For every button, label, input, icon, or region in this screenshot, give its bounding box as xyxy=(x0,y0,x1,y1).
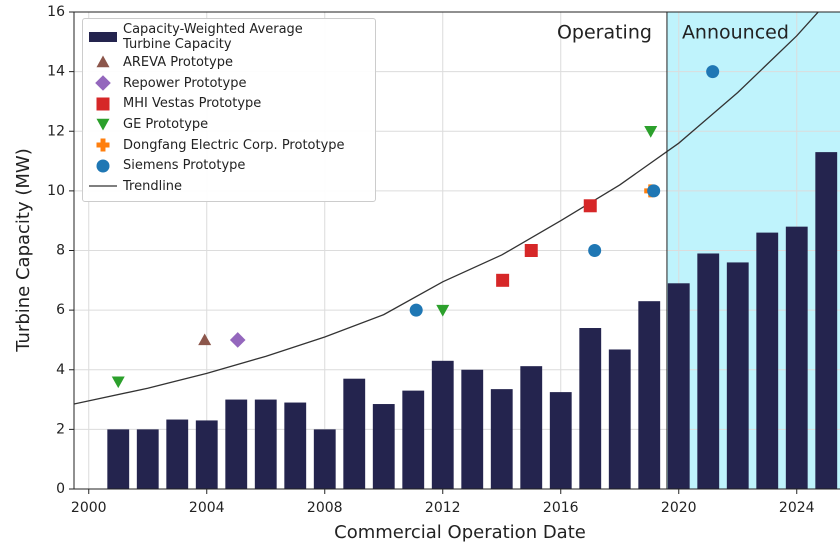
bar xyxy=(579,328,602,489)
y-tick-label: 4 xyxy=(56,362,65,378)
point xyxy=(706,65,720,79)
legend-entry: MHI Vestas Prototype xyxy=(83,93,375,114)
legend-icon xyxy=(96,159,110,173)
point xyxy=(436,304,450,317)
x-tick-label: 2024 xyxy=(779,500,815,516)
legend-entry: Capacity-Weighted Average Turbine Capaci… xyxy=(83,22,375,52)
x-tick-label: 2020 xyxy=(661,500,697,516)
y-tick-label: 8 xyxy=(56,243,65,259)
bar xyxy=(225,399,248,489)
point xyxy=(644,126,658,138)
legend-label: Trendline xyxy=(123,178,183,194)
legend-label: Siemens Prototype xyxy=(123,158,246,174)
bar xyxy=(372,404,395,489)
bar xyxy=(284,402,307,489)
point xyxy=(95,75,111,91)
y-axis-label: Turbine Capacity (MW) xyxy=(13,148,34,352)
bar xyxy=(136,429,159,489)
plot-frame xyxy=(73,11,840,490)
y-tick-label: 10 xyxy=(47,183,65,199)
bar xyxy=(107,429,130,489)
legend-icon xyxy=(96,119,110,131)
bar xyxy=(254,399,277,489)
bar xyxy=(313,429,336,489)
legend-icon xyxy=(96,138,110,152)
legend-entry: GE Prototype xyxy=(83,114,375,135)
legend-icon xyxy=(89,185,117,188)
legend-label: GE Prototype xyxy=(123,116,209,132)
y-tick-label: 2 xyxy=(56,421,65,437)
point xyxy=(96,138,110,152)
y-tick-label: 12 xyxy=(47,123,65,139)
legend-entry: Repower Prototype xyxy=(83,73,375,94)
point xyxy=(96,55,110,68)
y-tick-label: 0 xyxy=(56,481,65,497)
bar xyxy=(549,392,572,489)
point xyxy=(496,273,510,287)
bar xyxy=(815,152,838,489)
point xyxy=(583,199,597,213)
trendline xyxy=(74,12,820,405)
bar xyxy=(195,420,218,489)
y-tick-label: 6 xyxy=(56,302,65,318)
point xyxy=(409,303,423,317)
point xyxy=(96,97,110,111)
legend-swatch xyxy=(89,32,117,42)
x-tick-label: 2004 xyxy=(189,500,225,516)
bar xyxy=(756,232,779,489)
bar xyxy=(638,301,661,489)
x-axis-label: Commercial Operation Date xyxy=(334,522,586,543)
bar xyxy=(785,226,808,489)
bar xyxy=(726,262,749,489)
legend-label: MHI Vestas Prototype xyxy=(123,96,262,112)
point xyxy=(647,184,661,198)
bar xyxy=(431,360,454,489)
x-tick-label: 2016 xyxy=(543,500,579,516)
legend-entry: Dongfang Electric Corp. Prototype xyxy=(83,135,375,156)
legend-label: AREVA Prototype xyxy=(123,54,233,70)
legend-icon xyxy=(96,55,110,68)
legend-entry: Trendline xyxy=(83,176,375,197)
point xyxy=(229,332,246,348)
point xyxy=(524,244,538,257)
point xyxy=(111,376,125,389)
bar xyxy=(667,283,690,489)
legend-label: Dongfang Electric Corp. Prototype xyxy=(123,137,345,153)
legend: Capacity-Weighted Average Turbine Capaci… xyxy=(82,18,376,202)
y-tick-label: 14 xyxy=(47,64,65,80)
annotation: Announced xyxy=(682,22,789,44)
bar xyxy=(343,378,366,489)
legend-icon xyxy=(89,32,117,42)
point xyxy=(198,333,212,346)
x-tick-label: 2000 xyxy=(71,500,107,516)
point xyxy=(588,244,602,257)
point xyxy=(96,159,110,173)
legend-label: Repower Prototype xyxy=(123,75,247,91)
bar xyxy=(166,419,189,489)
legend-icon xyxy=(96,97,110,111)
point xyxy=(96,119,110,131)
bar xyxy=(608,349,631,489)
legend-label: Capacity-Weighted Average Turbine Capaci… xyxy=(123,22,303,52)
annotation: Operating xyxy=(557,22,652,44)
bar xyxy=(520,366,543,489)
y-tick-label: 16 xyxy=(47,4,65,20)
x-tick-label: 2012 xyxy=(425,500,461,516)
bar xyxy=(461,369,484,489)
x-tick-label: 2008 xyxy=(307,500,343,516)
legend-entry: Siemens Prototype xyxy=(83,155,375,176)
legend-entry: AREVA Prototype xyxy=(83,52,375,73)
bar xyxy=(402,390,425,489)
bar xyxy=(490,389,513,489)
legend-icon xyxy=(95,75,111,91)
bar xyxy=(697,253,720,489)
